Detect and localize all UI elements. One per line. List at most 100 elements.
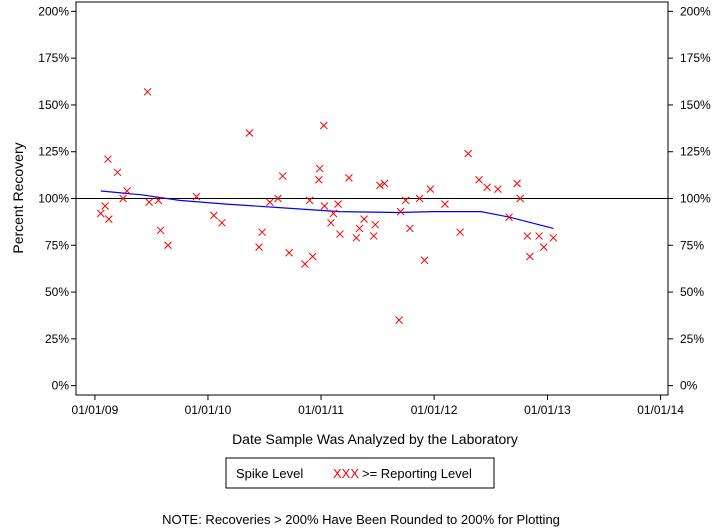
data-point [258, 228, 267, 237]
legend-marker: XXX [333, 466, 359, 481]
data-point [369, 232, 378, 240]
legend-title: Spike Level [236, 466, 303, 481]
legend: Spike Level XXX >= Reporting Level [225, 457, 495, 489]
data-point [345, 174, 353, 182]
data-point [119, 194, 127, 203]
y-tick-label-right: 150% [680, 98, 711, 112]
footnote: NOTE: Recoveries > 200% Have Been Rounde… [162, 512, 560, 527]
y-tick-label-left: 75% [45, 238, 69, 252]
trend-line [100, 190, 554, 229]
y-tick-label-right: 100% [680, 192, 711, 206]
data-point [104, 215, 113, 223]
y-tick-label-right: 0% [680, 379, 698, 393]
legend-box [225, 457, 495, 489]
y-tick-label-left: 0% [52, 379, 70, 393]
data-point [143, 87, 152, 96]
data-point [441, 200, 449, 208]
data-point [145, 198, 153, 207]
y-tick-label-left: 150% [38, 98, 69, 112]
x-axis-title: Date Sample Was Analyzed by the Laborato… [232, 431, 518, 447]
y-tick-label-left: 200% [38, 4, 69, 18]
data-point [355, 224, 364, 233]
y-tick-label-left: 25% [45, 332, 69, 346]
data-point [156, 226, 165, 235]
data-point [218, 218, 226, 227]
data-point [549, 233, 558, 242]
legend-series-label: >= Reporting Level [362, 466, 472, 481]
data-point [505, 213, 513, 222]
y-axis-title: Percent Recovery [10, 142, 26, 253]
data-point [327, 218, 335, 227]
y-tick-label-right: 175% [680, 51, 711, 65]
data-point [245, 129, 254, 137]
data-point [285, 248, 293, 257]
data-point [336, 230, 344, 238]
data-point [360, 215, 368, 223]
data-point [210, 211, 218, 220]
data-point [371, 220, 380, 229]
x-tick-label: 01/01/11 [298, 403, 344, 417]
data-point [415, 194, 424, 203]
data-point [334, 200, 342, 208]
data-point [255, 243, 263, 252]
data-point [401, 196, 410, 205]
data-point [96, 209, 105, 218]
y-tick-label-left: 100% [38, 192, 69, 206]
data-point [535, 232, 543, 240]
x-tick-label: 01/01/09 [72, 403, 119, 417]
data-point [523, 232, 532, 240]
y-tick-label-right: 125% [680, 145, 711, 159]
y-axis-left: 0% 25% 50% 75% 100% 125% 150% 175% 200% [38, 4, 76, 393]
y-tick-label-right: 50% [680, 285, 704, 299]
data-point [329, 209, 338, 218]
data-point [525, 252, 534, 261]
data-point [164, 241, 172, 250]
x-tick-label: 01/01/10 [185, 403, 232, 417]
data-point [320, 202, 329, 210]
data-point [154, 196, 163, 205]
x-axis: 01/01/09 01/01/10 01/01/11 01/01/12 01/01/13… [72, 395, 684, 417]
data-point [475, 175, 483, 184]
data-point [456, 228, 464, 237]
y-tick-label-right: 200% [680, 4, 711, 18]
data-point [315, 164, 324, 173]
data-point [516, 194, 525, 203]
data-point [308, 252, 317, 261]
x-tick-label: 01/01/14 [637, 403, 684, 417]
data-points [96, 87, 558, 324]
data-point [483, 183, 491, 192]
data-point [274, 194, 282, 203]
x-tick-label: 01/01/12 [411, 403, 458, 417]
data-point [539, 243, 548, 252]
data-point [376, 181, 384, 190]
y-tick-label-left: 175% [38, 51, 69, 65]
data-point [494, 185, 502, 193]
data-point [426, 185, 435, 193]
data-point [104, 155, 112, 164]
y-tick-label-right: 25% [680, 332, 704, 346]
data-point [464, 149, 473, 158]
data-point [395, 316, 403, 324]
data-point [192, 192, 201, 201]
data-point [301, 260, 309, 268]
data-point [101, 202, 109, 210]
data-point [406, 224, 414, 233]
y-tick-label-left: 50% [45, 285, 69, 299]
data-point [420, 256, 429, 265]
data-point [352, 233, 361, 242]
data-point [319, 121, 328, 130]
y-tick-label-right: 75% [680, 238, 704, 252]
data-point [315, 175, 323, 184]
y-tick-label-left: 125% [38, 145, 69, 159]
data-point [123, 187, 131, 195]
data-point [305, 196, 314, 205]
x-tick-label: 01/01/13 [524, 403, 571, 417]
data-point [278, 172, 287, 180]
data-point [380, 179, 389, 188]
data-point [113, 168, 122, 177]
data-point [513, 179, 521, 188]
y-axis-right: 0% 25% 50% 75% 100% 125% 150% 175% 200% [668, 4, 711, 393]
data-point [266, 198, 274, 207]
data-point [396, 207, 405, 216]
